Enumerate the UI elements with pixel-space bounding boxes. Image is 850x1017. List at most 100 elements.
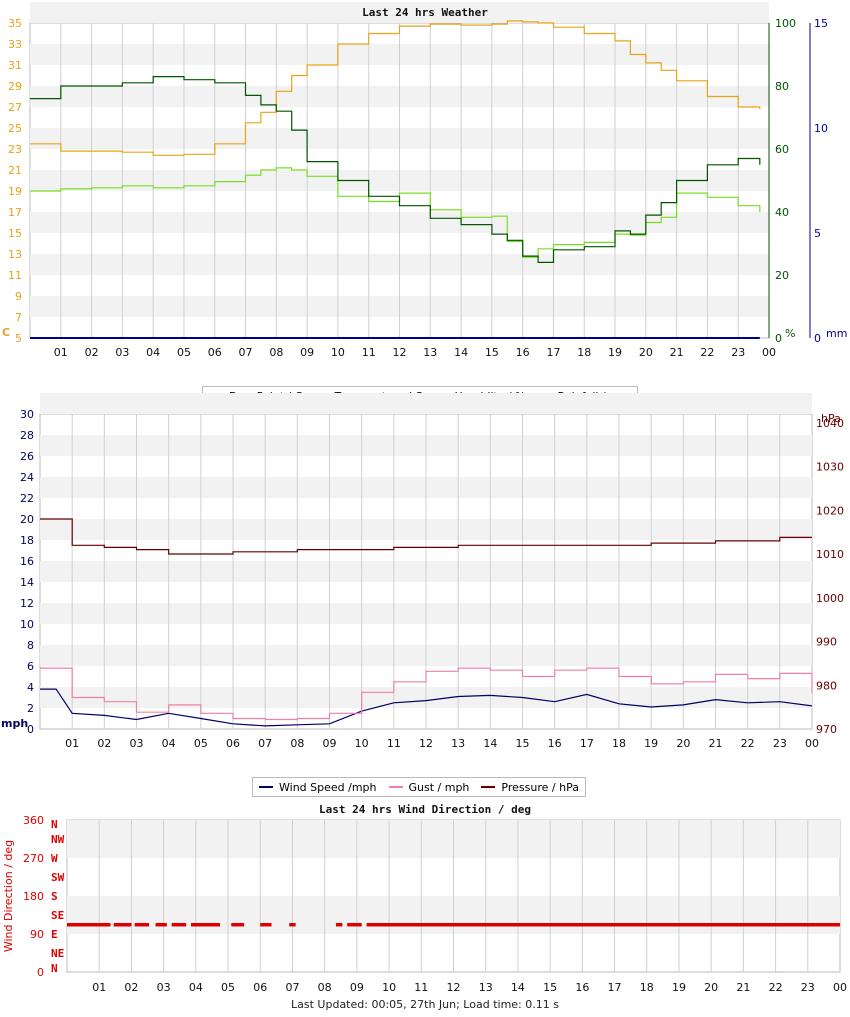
y-tick-label: 23 — [8, 143, 22, 156]
humidity-tick-label: 20 — [775, 269, 789, 282]
x-tick-label: 00 — [762, 346, 776, 359]
y-tick-label: 17 — [8, 206, 22, 219]
y-tick-label: 0 — [37, 966, 44, 979]
y-tick-label: 8 — [27, 639, 34, 652]
compass-label: N — [51, 962, 58, 975]
y-tick-label: 270 — [23, 852, 44, 865]
compass-label: NE — [51, 947, 64, 960]
x-tick-label: 22 — [700, 346, 714, 359]
x-tick-label: 19 — [672, 981, 686, 994]
y-tick-label: 9 — [15, 290, 22, 303]
x-tick-label: 17 — [580, 737, 594, 750]
y-tick-label: 21 — [8, 164, 22, 177]
x-tick-label: 04 — [162, 737, 176, 750]
x-tick-label: 19 — [644, 737, 658, 750]
x-tick-label: 14 — [511, 981, 525, 994]
x-tick-label: 05 — [221, 981, 235, 994]
x-tick-label: 10 — [382, 981, 396, 994]
chart-title: Last 24 hrs Weather — [362, 6, 488, 19]
x-tick-label: 18 — [612, 737, 626, 750]
gust-line — [40, 667, 813, 721]
y-tick-label: 30 — [20, 408, 34, 421]
humidity-axis-unit: % — [785, 327, 795, 340]
y-tick-label: 16 — [20, 555, 34, 568]
compass-label: W — [51, 852, 58, 865]
x-tick-label: 06 — [226, 737, 240, 750]
y-tick-label: 18 — [20, 534, 34, 547]
legend-label: Gust / mph — [408, 780, 470, 794]
legend-swatch — [259, 786, 273, 788]
compass-label: N — [51, 818, 58, 831]
x-tick-label: 20 — [639, 346, 653, 359]
humidity-tick-label: 0 — [775, 332, 782, 345]
x-tick-label: 21 — [736, 981, 750, 994]
x-tick-label: 21 — [709, 737, 723, 750]
legend-item: Pressure / hPa — [481, 781, 579, 794]
y-tick-label: 25 — [8, 122, 22, 135]
x-tick-label: 00 — [805, 737, 819, 750]
x-tick-label: 02 — [97, 737, 111, 750]
x-tick-label: 10 — [331, 346, 345, 359]
y-tick-label: 11 — [8, 269, 22, 282]
temperature-line — [30, 20, 761, 156]
x-tick-label: 00 — [833, 981, 847, 994]
x-tick-label: 05 — [177, 346, 191, 359]
humidity-tick-label: 80 — [775, 80, 789, 93]
wind-speed-line — [40, 688, 813, 727]
x-tick-label: 23 — [801, 981, 815, 994]
x-tick-label: 16 — [516, 346, 530, 359]
compass-label: SW — [51, 871, 65, 884]
x-tick-label: 16 — [575, 981, 589, 994]
compass-label: NW — [51, 833, 65, 846]
legend-swatch — [388, 786, 403, 788]
y-tick-label: 31 — [8, 59, 22, 72]
legend-label: Wind Speed /mph — [279, 780, 377, 794]
y-tick-label: 7 — [15, 311, 22, 324]
x-tick-label: 16 — [548, 737, 562, 750]
x-tick-label: 10 — [355, 737, 369, 750]
y-tick-label: 15 — [8, 227, 22, 240]
x-tick-label: 18 — [640, 981, 654, 994]
x-tick-label: 04 — [146, 346, 160, 359]
rainfall-tick-label: 5 — [814, 227, 821, 240]
y-axis-unit: C — [2, 326, 10, 339]
x-tick-label: 23 — [731, 346, 745, 359]
x-tick-label: 03 — [157, 981, 171, 994]
y-tick-label: 4 — [27, 681, 34, 694]
x-tick-label: 14 — [454, 346, 468, 359]
humidity-tick-label: 100 — [775, 17, 796, 30]
y-tick-label: 0 — [27, 723, 34, 736]
x-tick-label: 08 — [318, 981, 332, 994]
grid-band — [40, 393, 812, 414]
rainfall-tick-label: 10 — [814, 122, 828, 135]
humidity-tick-label: 40 — [775, 206, 789, 219]
legend-swatch — [481, 786, 496, 788]
compass-label: SE — [51, 909, 64, 922]
x-tick-label: 20 — [676, 737, 690, 750]
grid-band — [30, 2, 769, 23]
x-tick-label: 11 — [414, 981, 428, 994]
pressure-tick-label: 1010 — [816, 548, 844, 561]
y-tick-label: 33 — [8, 38, 22, 51]
y-tick-label: 22 — [20, 492, 34, 505]
x-tick-label: 20 — [704, 981, 718, 994]
y-tick-label: 13 — [8, 248, 22, 261]
y-tick-label: 28 — [20, 429, 34, 442]
x-tick-label: 19 — [608, 346, 622, 359]
x-tick-label: 13 — [479, 981, 493, 994]
x-tick-label: 15 — [543, 981, 557, 994]
rainfall-tick-label: 0 — [814, 332, 821, 345]
x-tick-label: 22 — [769, 981, 783, 994]
rainfall-axis-unit: mm — [826, 327, 847, 340]
y-tick-label: 90 — [30, 928, 44, 941]
compass-label: E — [51, 928, 58, 941]
x-tick-label: 13 — [451, 737, 465, 750]
x-tick-label: 06 — [208, 346, 222, 359]
y-tick-label: 360 — [23, 814, 44, 827]
x-tick-label: 11 — [387, 737, 401, 750]
x-tick-label: 07 — [239, 346, 253, 359]
y-tick-label: 6 — [27, 660, 34, 673]
x-tick-label: 02 — [124, 981, 138, 994]
x-tick-label: 09 — [350, 981, 364, 994]
